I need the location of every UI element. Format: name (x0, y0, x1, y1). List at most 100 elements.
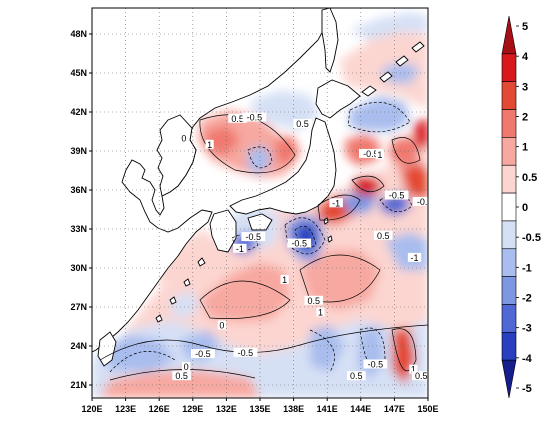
colorbar-segment (501, 137, 517, 166)
contour-labels: 0.5 -0.5010.5-0.51-0.5-0.5-1-0.5-10.5-0.5… (172, 112, 433, 381)
contour-label-bg (172, 371, 191, 381)
contour-line (109, 369, 256, 381)
colorbar-label: -1 (522, 262, 532, 274)
contour-line (391, 137, 421, 164)
anomaly-region (200, 262, 290, 322)
contour-label: -0.5 (238, 348, 254, 358)
contour-label-bg (358, 148, 383, 158)
lon-tick-label: 141E (317, 404, 338, 414)
contour-label-bg (316, 307, 325, 317)
colorbar-label: 0 (522, 202, 528, 214)
lon-tick-label: 129E (182, 404, 203, 414)
colorbar-segment (501, 248, 517, 277)
colorbar-segment (501, 53, 517, 82)
contour-line (199, 280, 291, 319)
lon-tick-label: 144E (350, 404, 371, 414)
anomaly-region (414, 118, 428, 150)
colorbar-segment (501, 332, 517, 361)
colorbar: 5 4 3 2 1 0.5 0 -0.5 -1 -2 -3 -4 -5 (501, 15, 541, 399)
lon-tick-label: 147E (384, 404, 405, 414)
colorbar-label: 5 (522, 21, 528, 33)
colorbar-segment (501, 81, 517, 110)
contour-label: -1 (411, 253, 419, 263)
contour-label: 1 (318, 308, 323, 318)
contour-line (317, 194, 361, 221)
contour-label-bg (411, 371, 428, 381)
contour-label: -0.5 (247, 113, 263, 123)
contour-label: 0 (219, 321, 224, 331)
lat-tick-label: 33N (70, 224, 87, 234)
contour-label: 0 (184, 362, 189, 372)
contour-label: -0.5 (291, 239, 307, 249)
contour-label: -0.5 (417, 197, 433, 207)
colorbar-segment (501, 15, 517, 55)
lat-tick-label: 39N (70, 146, 87, 156)
map-plot-area: 0.5 -0.5010.5-0.51-0.5-0.5-1-0.5-10.5-0.5… (92, 8, 433, 398)
lat-tick-label: 36N (70, 185, 87, 195)
contour-label: -1 (332, 198, 340, 208)
contour-line (109, 351, 176, 373)
land-taiwan (97, 331, 117, 367)
lat-tick-label: 48N (70, 29, 87, 39)
contour-label: -0.5 (363, 149, 379, 159)
contour-label: 1 (282, 275, 287, 285)
colorbar-label: -4 (522, 353, 533, 365)
contour-label: -1 (236, 244, 244, 254)
contour-label-bg (304, 295, 324, 305)
lon-tick-label: 150E (417, 404, 438, 414)
lat-tick-label: 45N (70, 68, 87, 78)
contour-label-bg (293, 119, 312, 128)
latitude-axis: 21N 24N 27N 30N 33N 36N 39N 42N 45N 48N (70, 29, 92, 390)
contour-label-bg (375, 150, 384, 160)
contour-label: 1 (377, 150, 382, 160)
contour-label-bg (363, 359, 388, 369)
contour-label: 0.5 (350, 371, 363, 381)
lat-tick-label: 27N (70, 302, 87, 312)
lon-tick-label: 135E (249, 404, 270, 414)
contour-label: 0.5 (296, 119, 309, 129)
colorbar-label: -5 (522, 383, 532, 395)
land-kyushu (209, 209, 237, 253)
colorbar-label: 3 (522, 81, 528, 93)
contour-line (299, 254, 381, 303)
contour-label: 0.5 (231, 114, 244, 124)
land-sakhalin (321, 8, 339, 73)
contour-label-bg (347, 371, 366, 381)
colorbar-label: -3 (522, 323, 532, 335)
contour-label-bg (190, 349, 215, 359)
contour-label-bg (228, 113, 247, 123)
land-kurils (361, 41, 425, 97)
contour-label-bg (280, 275, 289, 284)
contour-label: 1 (207, 140, 212, 150)
lat-tick-label: 24N (70, 341, 87, 351)
colorbar-label: 1 (522, 142, 528, 154)
contour-label-bg (179, 133, 188, 143)
colorbar-segment (501, 304, 517, 333)
anomaly-region (100, 335, 175, 372)
colorbar-label: -2 (522, 293, 532, 305)
contour-label: -0.5 (368, 360, 384, 370)
colorbar-segment (501, 276, 517, 305)
lat-tick-label: 21N (70, 380, 87, 390)
contour-label-bg (217, 320, 227, 330)
lat-tick-label: 30N (70, 263, 87, 273)
longitude-axis: 120E 123E 126E 129E 132E 135E 138E 141E 144E 147E… (81, 398, 439, 414)
contour-label: -0.5 (389, 191, 405, 201)
contour-label-bg (181, 362, 191, 372)
contour-label: 0.5 (377, 231, 390, 241)
lon-tick-label: 138E (283, 404, 304, 414)
colorbar-segment (501, 164, 517, 194)
colorbar-label: 4 (522, 51, 529, 63)
colorbar-label: 0.5 (522, 172, 537, 184)
land-honshu (229, 117, 337, 215)
contour-label-bg (241, 232, 266, 242)
colorbar-segment (501, 109, 517, 138)
anomaly-region (100, 370, 260, 398)
colorbar-label: 2 (522, 112, 528, 124)
contour-line (391, 328, 417, 372)
contour-label-bg (233, 347, 258, 357)
lon-tick-label: 132E (216, 404, 237, 414)
contour-label: 0.5 (175, 371, 188, 381)
contour-label-bg (384, 190, 409, 200)
